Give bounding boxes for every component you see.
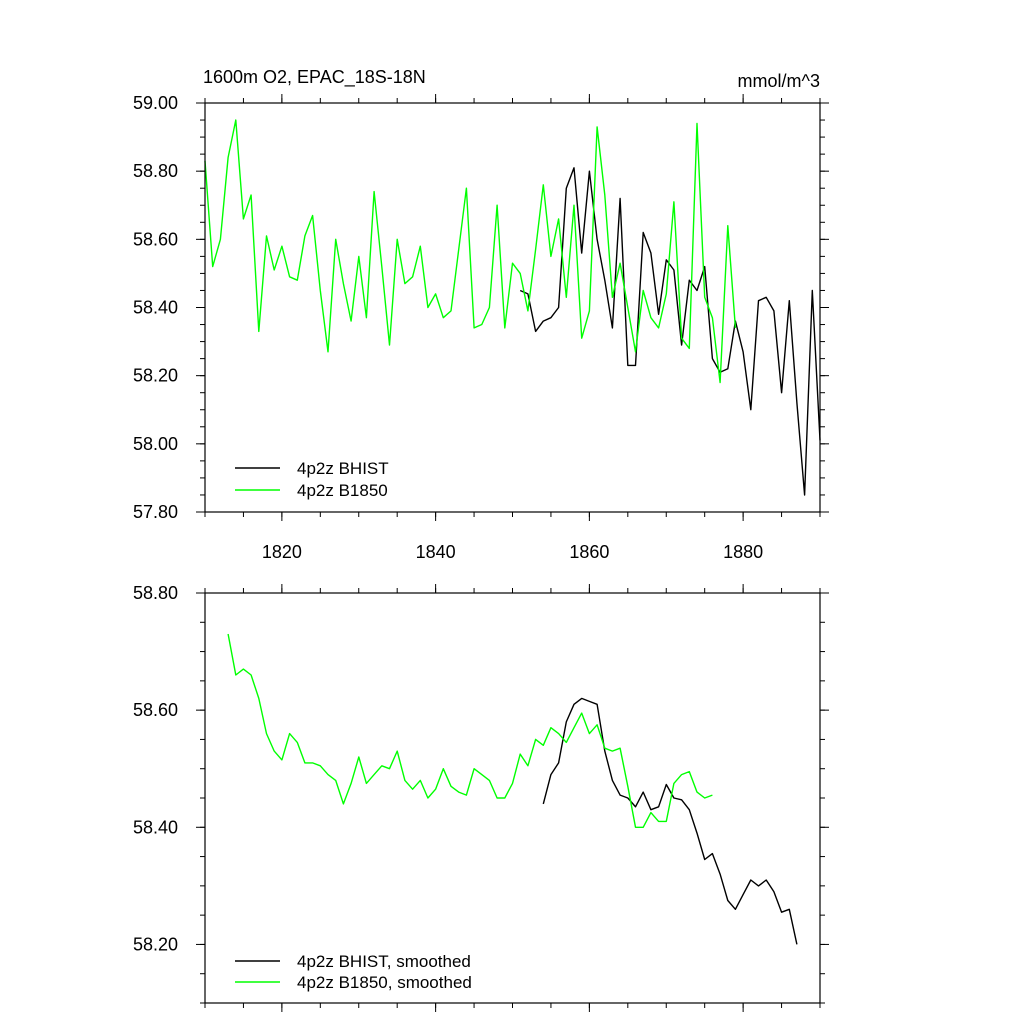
y-tick-label: 58.40 [133,817,178,837]
x-tick-label: 1840 [416,542,456,562]
y-tick-label: 59.00 [133,93,178,113]
y-tick-label: 57.80 [133,502,178,522]
chart-title: 1600m O2, EPAC_18S-18N [203,67,426,88]
legend-label: 4p2z BHIST [297,459,389,478]
series-line-b1850 [204,119,737,384]
legend-label: 4p2z B1850 [297,481,388,500]
bottom-panel-legend: 4p2z BHIST, smoothed 4p2z B1850, smoothed [235,952,472,992]
y-tick-label: 58.80 [133,583,178,603]
bottom-panel: 58.20 58.40 58.60 58.80 4p2z BHIST, smoothe… [133,583,829,1012]
units-label: mmol/m^3 [738,71,820,91]
x-tick-label: 1880 [723,542,763,562]
bottom-panel-lines [227,633,798,945]
series-line-bhist [519,167,821,496]
legend-label: 4p2z B1850, smoothed [297,973,472,992]
x-tick-label: 1860 [569,542,609,562]
series-line-b1850 [227,633,713,828]
y-tick-label: 58.60 [133,229,178,249]
top-panel: 1600m O2, EPAC_18S-18N mmol/m^3 57.80 58.… [133,67,829,562]
x-tick-label: 1820 [262,542,302,562]
y-tick-label: 58.20 [133,366,178,386]
y-tick-label: 58.20 [133,934,178,954]
top-panel-lines [204,119,821,496]
y-tick-label: 58.80 [133,161,178,181]
y-tick-label: 58.40 [133,298,178,318]
bottom-panel-frame [204,592,821,1004]
legend-label: 4p2z BHIST, smoothed [297,952,471,971]
top-panel-frame [204,102,821,513]
bottom-panel-ticks: 58.20 58.40 58.60 58.80 [133,583,829,1012]
y-tick-label: 58.00 [133,434,178,454]
top-panel-legend: 4p2z BHIST 4p2z B1850 [235,459,389,500]
top-panel-ticks: 57.80 58.00 58.20 58.40 58.60 58.80 59.00 1820 1… [133,93,829,562]
series-line-bhist [542,697,798,945]
y-tick-label: 58.60 [133,700,178,720]
